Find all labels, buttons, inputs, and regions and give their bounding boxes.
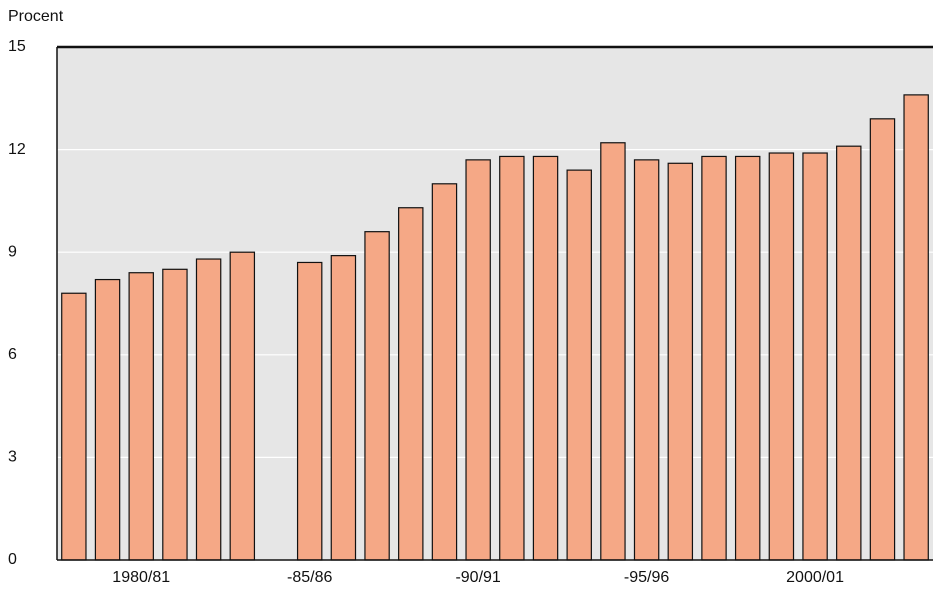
bar bbox=[431, 183, 458, 561]
bar bbox=[364, 231, 390, 561]
bar bbox=[566, 169, 592, 561]
x-tick-label: -85/86 bbox=[287, 569, 332, 586]
bar bbox=[869, 118, 896, 561]
bar bbox=[802, 152, 828, 561]
y-tick-label: 15 bbox=[8, 38, 26, 55]
bar bbox=[465, 159, 491, 561]
bars bbox=[61, 94, 929, 561]
y-axis-label: Procent bbox=[8, 8, 64, 25]
y-tick-label: 6 bbox=[8, 346, 17, 363]
y-tick-label: 12 bbox=[8, 141, 26, 158]
bar bbox=[633, 159, 660, 561]
bar bbox=[734, 155, 761, 561]
bar bbox=[701, 155, 727, 561]
bar bbox=[229, 251, 256, 561]
bar bbox=[768, 152, 795, 561]
x-tick-label: 1980/81 bbox=[112, 569, 170, 586]
bar bbox=[398, 207, 424, 561]
bar bbox=[499, 155, 525, 561]
bar bbox=[600, 142, 626, 561]
y-tick-label: 9 bbox=[8, 243, 17, 260]
x-tick-label: -95/96 bbox=[624, 569, 669, 586]
bar bbox=[61, 292, 87, 561]
bar bbox=[94, 278, 121, 561]
bar bbox=[903, 94, 929, 561]
y-tick-label: 0 bbox=[8, 551, 17, 568]
plot-background bbox=[57, 47, 933, 560]
bar bbox=[195, 258, 222, 561]
bar bbox=[836, 145, 862, 561]
bar bbox=[128, 272, 154, 561]
bar bbox=[296, 261, 323, 561]
bar bbox=[330, 255, 357, 561]
bar bbox=[532, 155, 559, 561]
y-tick-label: 3 bbox=[8, 449, 17, 466]
x-tick-label: -90/91 bbox=[455, 569, 500, 586]
bar bbox=[667, 162, 694, 561]
x-tick-label: 2000/01 bbox=[786, 569, 844, 586]
bar bbox=[162, 268, 188, 561]
